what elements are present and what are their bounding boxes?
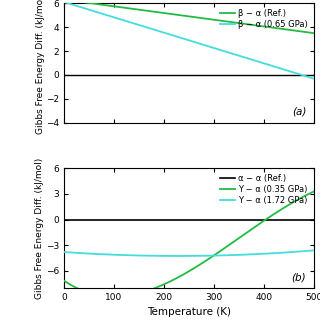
β − α (Ref.) (312, 31, 316, 35)
Y − α (1.72 GPa) (211, 254, 215, 258)
β − α (Ref.) (211, 18, 214, 21)
β − α (0.65 GPa) (180, 36, 184, 40)
β − α (Ref.) (180, 14, 184, 18)
Y − α (0.35 GPa) (112, 295, 116, 299)
β − α (0.65 GPa) (182, 37, 186, 41)
Y − α (0.35 GPa) (211, 254, 215, 258)
X-axis label: Temperature (K): Temperature (K) (147, 308, 231, 317)
Y − α (0.35 GPa) (183, 272, 187, 276)
β − α (0.65 GPa) (62, 0, 66, 4)
β − α (0.65 GPa) (197, 42, 201, 45)
Y − α (0.35 GPa) (306, 192, 310, 196)
Y − α (0.35 GPa) (312, 190, 316, 194)
β − α (0.65 GPa) (312, 77, 316, 81)
β − α (Ref.) (197, 16, 201, 20)
Y − α (1.72 GPa) (267, 252, 271, 255)
β − α (0.65 GPa) (211, 46, 214, 50)
β − α (Ref.) (267, 25, 270, 29)
Text: (a): (a) (292, 107, 306, 117)
Y − α (1.72 GPa) (306, 249, 310, 253)
β − α (Ref.) (62, 0, 66, 2)
Line: β − α (Ref.): β − α (Ref.) (64, 0, 314, 33)
Line: β − α (0.65 GPa): β − α (0.65 GPa) (64, 2, 314, 79)
β − α (Ref.) (182, 14, 186, 18)
Line: Y − α (1.72 GPa): Y − α (1.72 GPa) (64, 251, 314, 256)
Y − α (0.35 GPa) (62, 279, 66, 283)
Legend: α − α (Ref.), Y − α (0.35 GPa), Y − α (1.72 GPa): α − α (Ref.), Y − α (0.35 GPa), Y − α (1… (218, 172, 309, 206)
Text: (b): (b) (292, 272, 306, 282)
Y − α (1.72 GPa) (62, 250, 66, 254)
Legend: β − α (Ref.), β − α (0.65 GPa): β − α (Ref.), β − α (0.65 GPa) (218, 7, 309, 30)
Line: Y − α (0.35 GPa): Y − α (0.35 GPa) (64, 192, 314, 297)
Y − α (1.72 GPa) (176, 254, 180, 258)
β − α (0.65 GPa) (267, 63, 270, 67)
Y − α (1.72 GPa) (181, 254, 185, 258)
Y − α (1.72 GPa) (183, 254, 187, 258)
Y-axis label: Gibbs Free Energy Diff. (kJ/mol): Gibbs Free Energy Diff. (kJ/mol) (36, 0, 44, 134)
Y − α (1.72 GPa) (312, 249, 316, 252)
Y − α (0.35 GPa) (181, 273, 185, 276)
β − α (0.65 GPa) (306, 75, 309, 79)
Y-axis label: Gibbs Free Energy Diff. (kJ/mol): Gibbs Free Energy Diff. (kJ/mol) (36, 157, 44, 299)
Y − α (0.35 GPa) (267, 215, 271, 219)
Y − α (1.72 GPa) (198, 254, 202, 258)
Y − α (0.35 GPa) (198, 263, 202, 267)
β − α (Ref.) (306, 30, 309, 34)
